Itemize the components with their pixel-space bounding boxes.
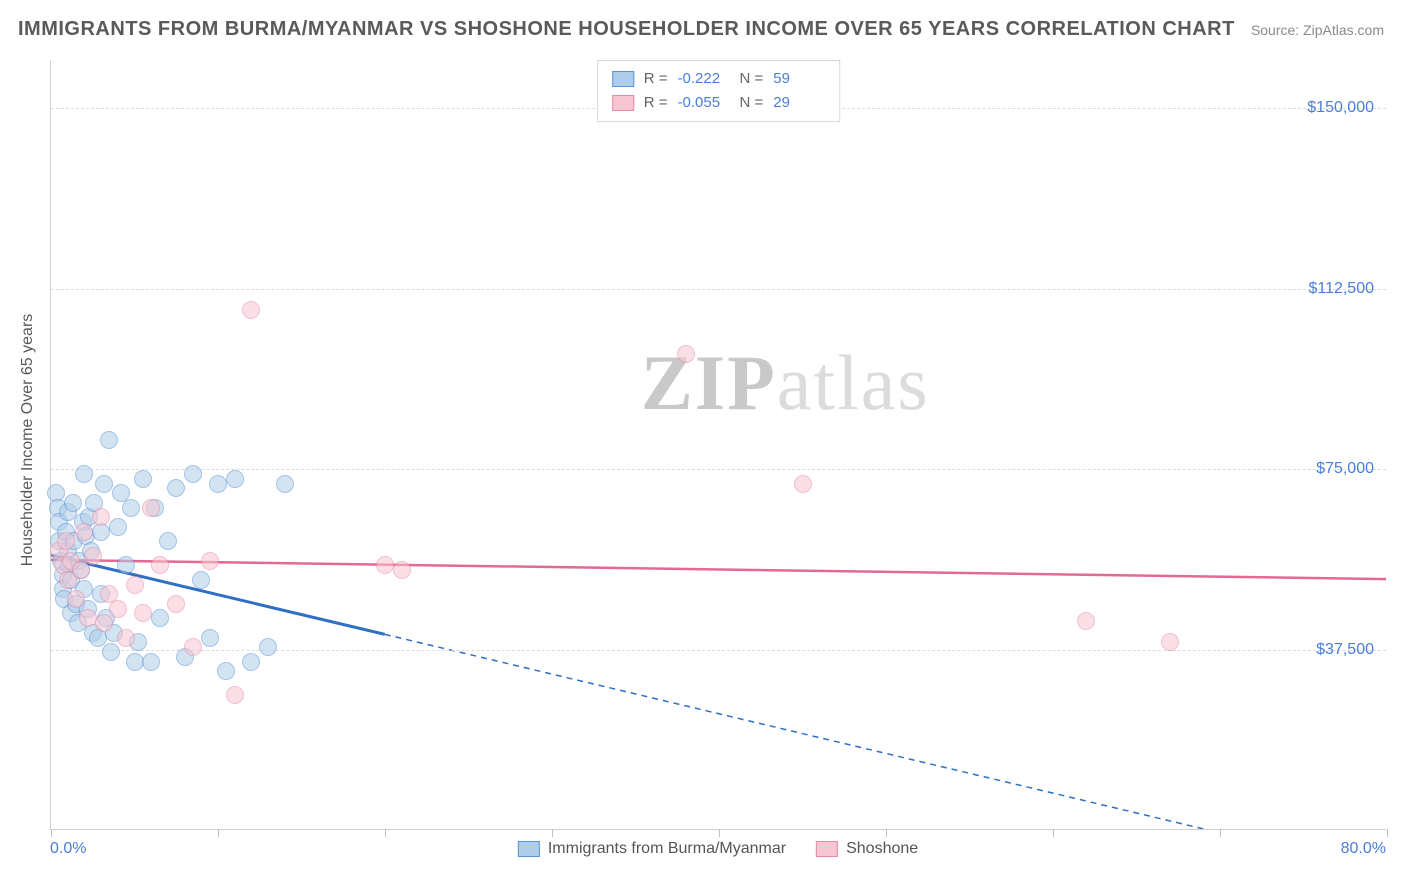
data-point [75,523,93,541]
data-point [226,686,244,704]
scatter-plot: ZIPatlas R = -0.222 N = 59 R = -0.055 N = 29 $3… [50,60,1386,830]
data-point [259,638,277,656]
data-point [72,561,90,579]
n-value: 59 [773,67,825,91]
y-tick-label: $75,000 [1316,460,1374,478]
y-tick-label: $112,500 [1308,280,1374,298]
data-point [109,600,127,618]
data-point [134,604,152,622]
data-point [95,475,113,493]
data-point [151,609,169,627]
data-point [134,470,152,488]
data-point [117,629,135,647]
data-point [242,301,260,319]
data-point [79,609,97,627]
data-point [126,576,144,594]
data-point [201,552,219,570]
plot-area: ZIPatlas R = -0.222 N = 59 R = -0.055 N = 29 $3… [50,60,1386,830]
gridline [51,289,1386,290]
x-axis-max-label: 80.0% [1341,840,1386,858]
data-point [201,629,219,647]
data-point [126,653,144,671]
data-point [57,532,75,550]
source-value: ZipAtlas.com [1303,22,1384,38]
data-point [226,470,244,488]
legend-label: Immigrants from Burma/Myanmar [548,840,786,858]
data-point [184,465,202,483]
data-point [100,431,118,449]
data-point [67,590,85,608]
data-point [151,556,169,574]
gridline [51,650,1386,651]
trend-lines-svg [51,60,1386,829]
r-value: -0.055 [678,91,730,115]
data-point [242,653,260,671]
legend-series: Immigrants from Burma/Myanmar Shoshone [518,840,918,858]
data-point [167,595,185,613]
watermark-atlas: atlas [777,339,930,426]
data-point [142,653,160,671]
data-point [142,499,160,517]
source-label: Source: [1251,22,1299,38]
data-point [117,556,135,574]
legend-label: Shoshone [846,840,918,858]
r-value: -0.222 [678,67,730,91]
data-point [209,475,227,493]
data-point [376,556,394,574]
legend-stat-row: R = -0.222 N = 59 [612,67,826,91]
x-tick [385,829,386,837]
data-point [794,475,812,493]
legend-swatch [518,841,540,857]
data-point [184,638,202,656]
legend-item: Shoshone [816,840,918,858]
data-point [64,494,82,512]
legend-correlation-box: R = -0.222 N = 59 R = -0.055 N = 29 [597,60,841,122]
data-point [95,614,113,632]
data-point [393,561,411,579]
n-label: N = [740,67,764,91]
legend-swatch [612,71,634,87]
data-point [192,571,210,589]
x-tick [886,829,887,837]
data-point [75,465,93,483]
data-point [92,508,110,526]
legend-item: Immigrants from Burma/Myanmar [518,840,786,858]
legend-swatch [816,841,838,857]
data-point [167,479,185,497]
x-tick [1220,829,1221,837]
x-tick [719,829,720,837]
data-point [677,345,695,363]
source-attribution: Source: ZipAtlas.com [1251,22,1384,38]
x-tick [51,829,52,837]
data-point [122,499,140,517]
data-point [217,662,235,680]
data-point [1077,612,1095,630]
y-axis-title: Householder Income Over 65 years [19,314,37,567]
gridline [51,469,1386,470]
chart-title: IMMIGRANTS FROM BURMA/MYANMAR VS SHOSHON… [18,18,1235,41]
legend-swatch [612,95,634,111]
data-point [159,532,177,550]
n-value: 29 [773,91,825,115]
n-label: N = [740,91,764,115]
legend-stat-row: R = -0.055 N = 29 [612,91,826,115]
x-tick [1053,829,1054,837]
x-tick [1387,829,1388,837]
data-point [276,475,294,493]
y-tick-label: $150,000 [1307,99,1374,117]
watermark-zip: ZIP [641,339,777,426]
x-axis-min-label: 0.0% [50,840,86,858]
r-label: R = [644,91,668,115]
x-tick [218,829,219,837]
y-tick-label: $37,500 [1316,641,1374,659]
data-point [102,643,120,661]
x-tick [552,829,553,837]
data-point [109,518,127,536]
r-label: R = [644,67,668,91]
data-point [1161,633,1179,651]
data-point [84,547,102,565]
